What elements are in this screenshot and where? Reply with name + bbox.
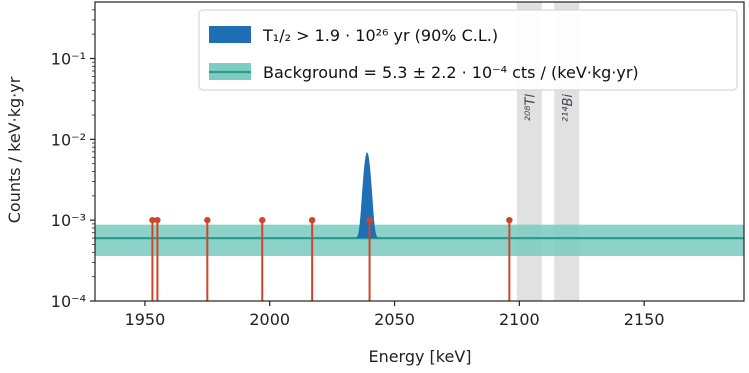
- x-tick-label: 2050: [374, 310, 415, 329]
- event-marker: [506, 216, 513, 224]
- signal-peak: [353, 152, 381, 239]
- event-marker: [259, 216, 266, 224]
- x-tick-label: 2100: [499, 310, 540, 329]
- plot-area: ²⁰⁸Tl ²¹⁴Bi: [95, 2, 744, 301]
- y-tick-label: 10⁻⁴: [51, 292, 86, 311]
- legend-box: [198, 9, 738, 91]
- event-marker: [149, 216, 156, 224]
- axes: 1950 2000 2050 2100 2150 10⁻⁴ 10⁻³ 10⁻² 10⁻¹: [51, 1, 745, 329]
- event-marker: [366, 216, 373, 224]
- y-tick-label: 10⁻³: [51, 211, 86, 230]
- x-tick-label: 1950: [125, 310, 166, 329]
- event-marker: [154, 216, 161, 224]
- legend-entry-label: T₁/₂ > 1.9 · 10²⁶ yr (90% C.L.): [262, 26, 498, 45]
- event-marker: [204, 216, 211, 224]
- plot-content: ²⁰⁸Tl ²¹⁴Bi: [95, 2, 744, 301]
- legend: T₁/₂ > 1.9 · 10²⁶ yr (90% C.L.) Backgroun…: [198, 9, 738, 91]
- legend-swatch-signal: [209, 26, 251, 43]
- background-band: [95, 224, 744, 257]
- y-axis-label: Counts / keV·kg·yr: [5, 76, 24, 223]
- event-marker: [308, 216, 316, 224]
- x-axis-label: Energy [keV]: [368, 347, 471, 366]
- excluded-band-label: ²¹⁴Bi: [561, 94, 576, 123]
- legend-entry-label: Background = 5.3 ± 2.2 · 10⁻⁴ cts / (keV…: [263, 63, 639, 82]
- y-tick-label: 10⁻²: [51, 130, 86, 149]
- x-tick-label: 2000: [249, 310, 290, 329]
- excluded-band-label: ²⁰⁸Tl: [523, 94, 538, 122]
- y-tick-label: 10⁻¹: [51, 50, 86, 69]
- x-tick-label: 2150: [624, 310, 665, 329]
